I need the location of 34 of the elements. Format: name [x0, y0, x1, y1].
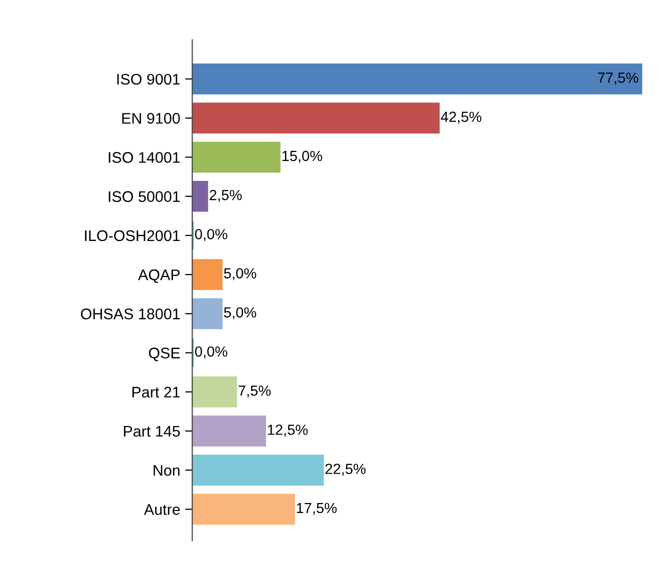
data-label: 42,5%	[440, 112, 482, 124]
data-label: 77,5%	[598, 72, 638, 85]
y-tick-label: Part 145	[124, 426, 180, 437]
bar	[192, 416, 266, 446]
data-label: 12,5%	[268, 424, 308, 437]
bar	[192, 376, 238, 408]
y-tick-label: QSE	[148, 348, 180, 362]
bar	[192, 63, 642, 94]
y-tick-label: ISO 14001	[108, 152, 180, 163]
data-label: 17,5%	[296, 502, 337, 515]
y-tick-label: Autre	[144, 504, 180, 515]
data-label: 22,5%	[325, 464, 366, 476]
y-tick-label: ISO 9001	[117, 74, 180, 85]
y-tick-label: OHSAS 18001	[80, 308, 180, 320]
y-tick-label: Part 21	[132, 386, 180, 398]
bar	[192, 454, 324, 486]
bar	[192, 494, 295, 525]
data-label: 0,0%	[195, 346, 228, 358]
y-tick-label: ILO-OSH2001	[85, 230, 180, 242]
y-tick-label: Non	[154, 465, 180, 476]
data-label: 0,0%	[195, 229, 228, 242]
bar	[192, 259, 223, 290]
data-label: 15,0%	[282, 150, 322, 163]
bar	[192, 102, 440, 134]
bar	[192, 298, 223, 330]
bar	[192, 180, 208, 212]
data-label: 5,0%	[224, 268, 256, 280]
y-tick-label: EN 9100	[122, 112, 180, 124]
y-tick-label: ISO 50001	[108, 191, 180, 202]
data-label: 2,5%	[210, 190, 242, 202]
bar	[192, 142, 280, 173]
data-label: 7,5%	[238, 386, 271, 398]
y-tick-label: AQAP	[138, 269, 180, 283]
data-label: 5,0%	[224, 307, 256, 320]
